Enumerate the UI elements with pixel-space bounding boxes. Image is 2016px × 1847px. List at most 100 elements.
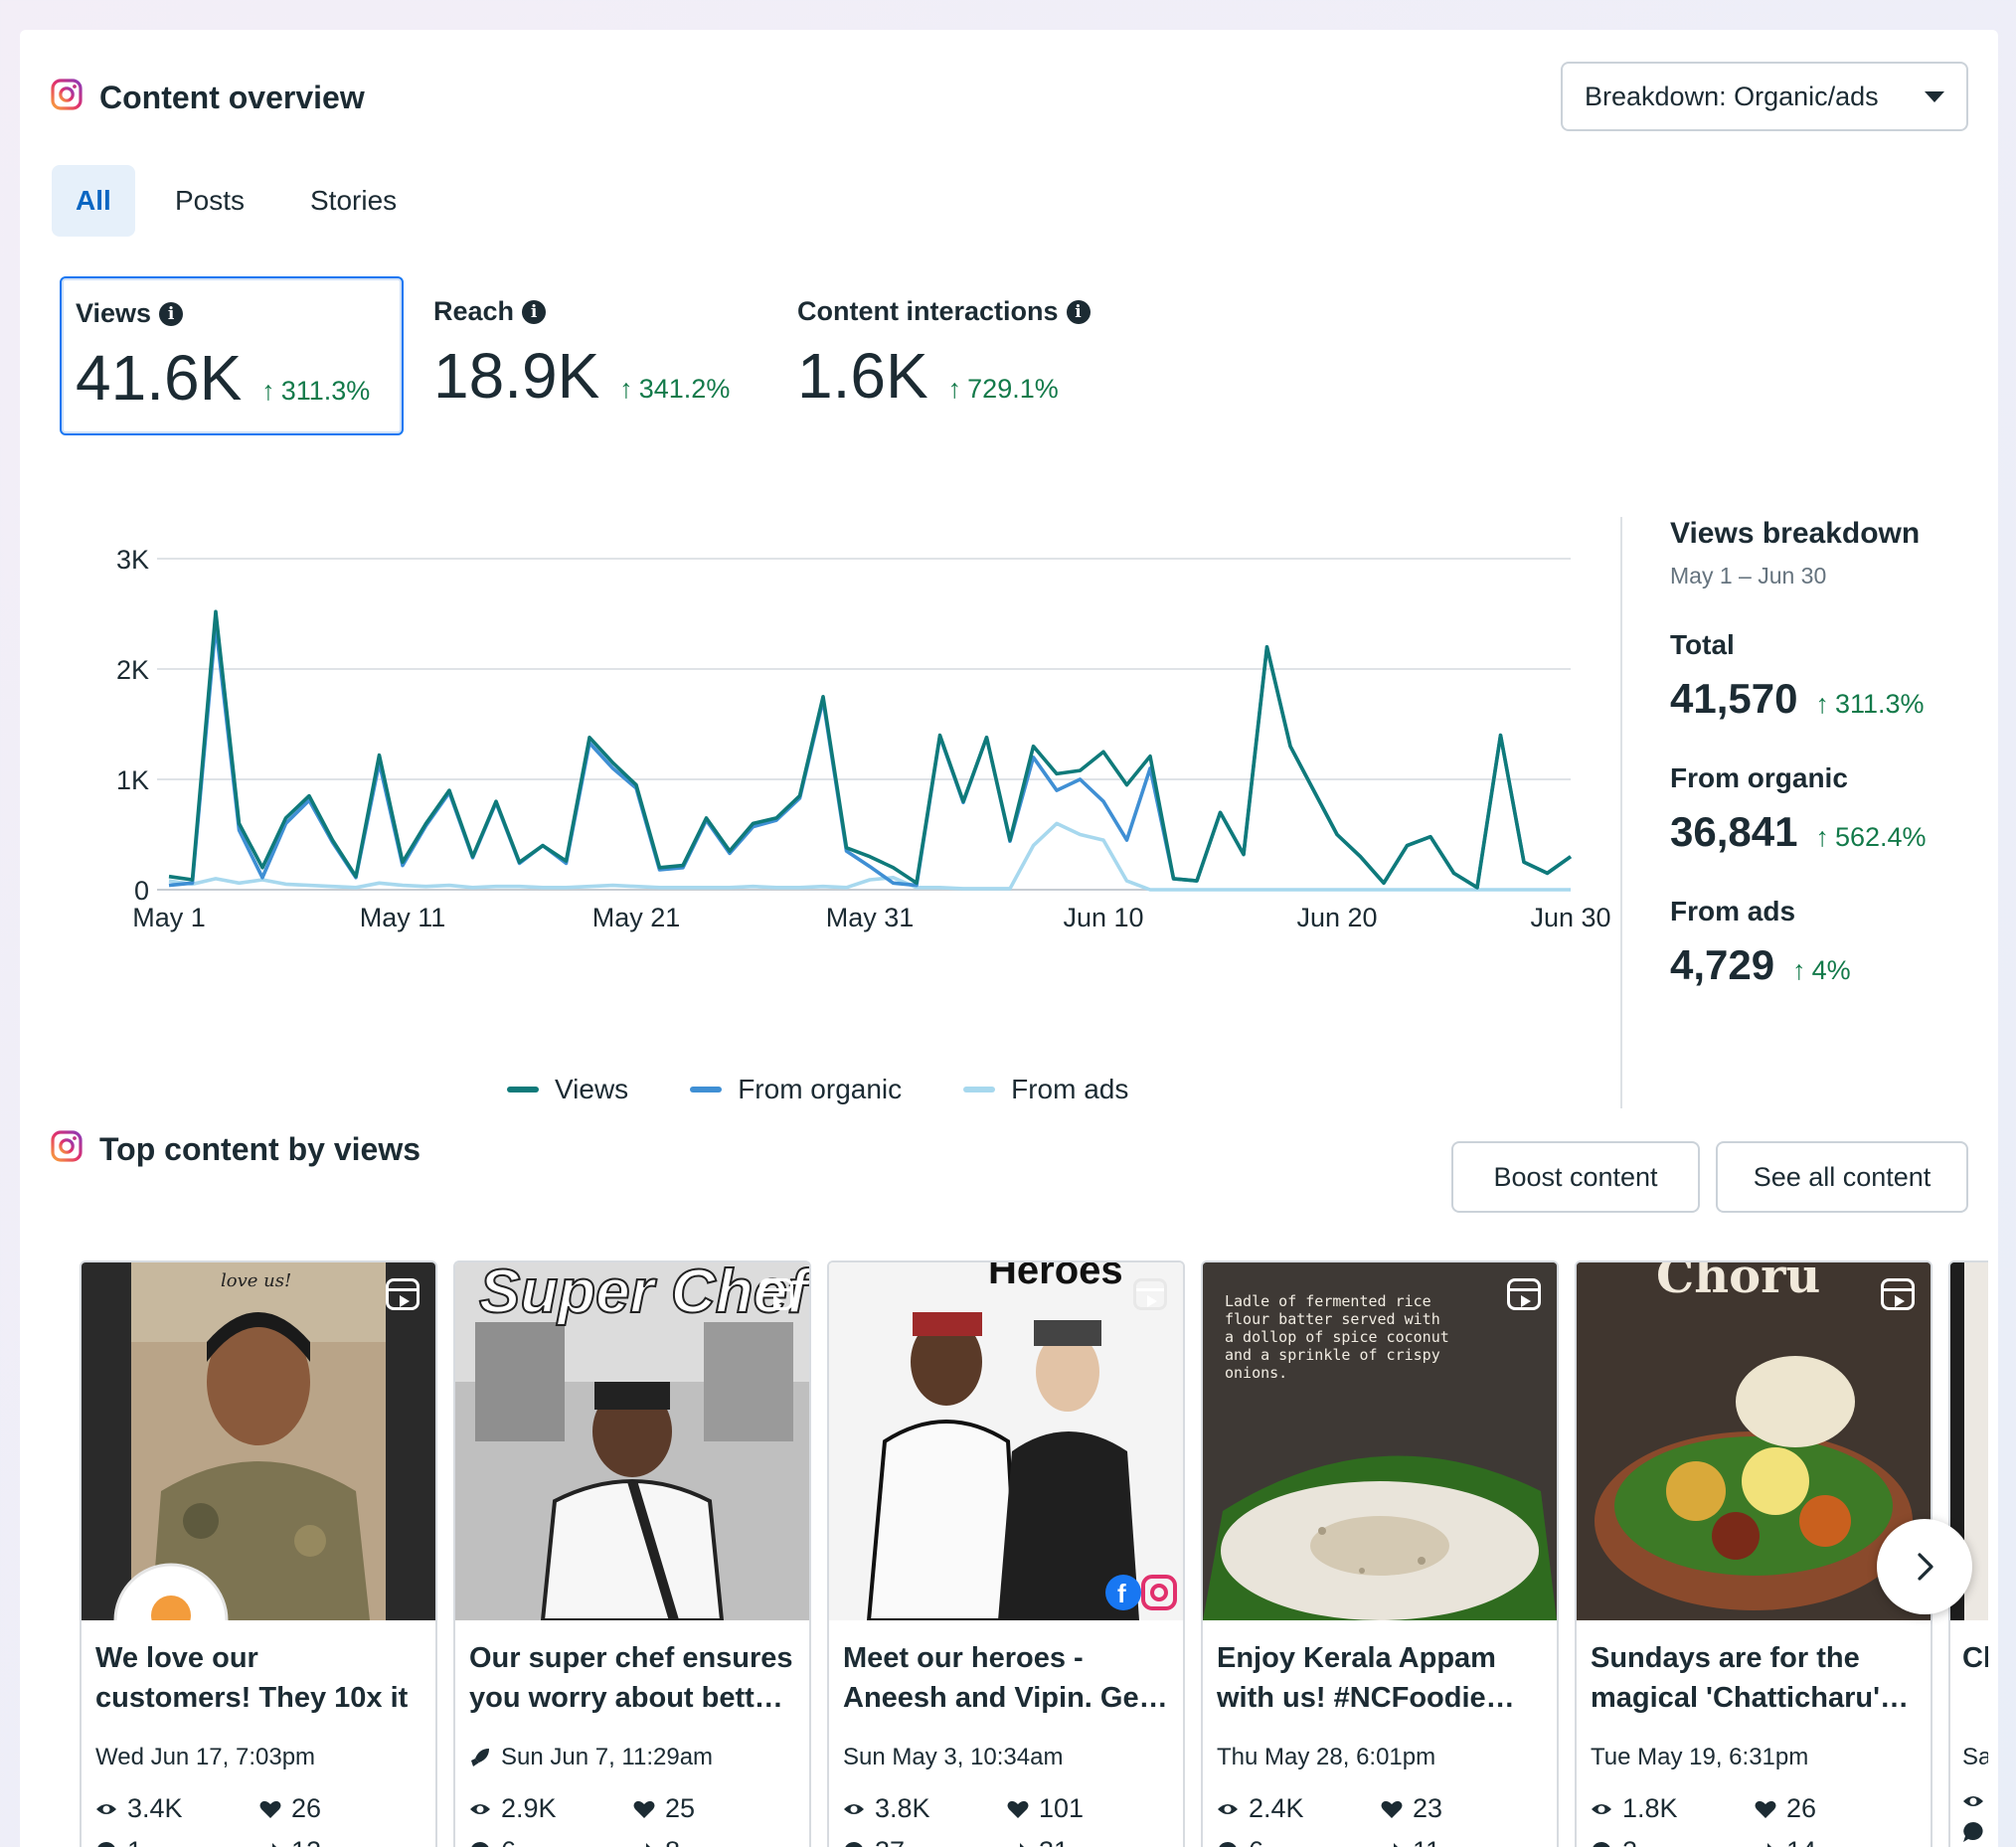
breakdown-delta: ↑ 311.3%	[1815, 689, 1924, 720]
views-stat: 1.8K	[1591, 1793, 1755, 1824]
breakdown-dropdown-label: Breakdown: Organic/ads	[1585, 81, 1879, 111]
chevron-right-icon	[1918, 1553, 1933, 1581]
breakdown-organic: From organic 36,841 ↑ 562.4%	[1670, 762, 1988, 856]
metric-reach[interactable]: Reach i 18.9K ↑ 341.2%	[420, 276, 767, 435]
comments-count: 2	[1622, 1836, 1637, 1847]
legend-item-views[interactable]: Views	[507, 1074, 628, 1105]
post-date-text: Wed Jun 17, 7:03pm	[95, 1744, 316, 1770]
post-caption: Sundays are for the magical 'Chatticharu…	[1591, 1642, 1909, 1714]
breakdown-dropdown[interactable]: Breakdown: Organic/ads	[1561, 62, 1968, 131]
comment-icon	[97, 1841, 115, 1847]
views-breakdown-date: May 1 – Jun 30	[1670, 563, 1827, 588]
arrow-up-icon: ↑	[619, 374, 633, 404]
post-card[interactable]: Ladle of fermented rice flour batter ser…	[1201, 1260, 1559, 1847]
post-thumbnail: Super Chef	[455, 1262, 809, 1620]
comments-stat: 6	[1217, 1836, 1381, 1847]
thumbnail-text: Ladle of fermented rice flour batter ser…	[1225, 1292, 1449, 1382]
post-caption: Cl at…	[1962, 1642, 1988, 1674]
post-caption: Our super chef ensures you worry about b…	[469, 1642, 793, 1714]
views-stat: 2.9K	[469, 1793, 633, 1824]
eye-icon	[1963, 1796, 1983, 1806]
legend-item-ads[interactable]: From ads	[963, 1074, 1128, 1105]
views-count: 1.8K	[1622, 1793, 1678, 1823]
likes-stat: 26	[1755, 1793, 1914, 1824]
shares-count: 12	[291, 1836, 321, 1847]
eye-icon	[844, 1803, 864, 1814]
arrow-up-icon: ↑	[1792, 955, 1806, 985]
shares-count: 8	[665, 1836, 680, 1847]
metric-value: 41.6K	[76, 342, 243, 414]
breakdown-delta-value: 311.3%	[1834, 689, 1925, 719]
shares-count: 11	[1413, 1836, 1440, 1847]
comment-icon	[1963, 1822, 1983, 1842]
post-card[interactable]: love us! We love our customers! They 10x…	[80, 1260, 437, 1847]
shares-count: 31	[1039, 1836, 1069, 1847]
y-tick-label: 0	[134, 876, 149, 906]
series-line-views	[168, 609, 1573, 890]
arrow-up-icon: ↑	[1815, 822, 1829, 852]
views-stat: 3.4K	[95, 1793, 259, 1824]
post-card[interactable]: Super Chef Our super chef ensures you wo…	[453, 1260, 811, 1847]
arrow-up-icon: ↑	[947, 374, 962, 404]
reel-icon	[759, 1278, 793, 1310]
carousel-next-button[interactable]	[1877, 1519, 1972, 1614]
tab-stories[interactable]: Stories	[286, 165, 420, 237]
post-thumbnail: love us!	[82, 1262, 435, 1620]
metric-delta-value: 729.1%	[967, 374, 1059, 404]
breakdown-delta-value: 4%	[1811, 955, 1851, 985]
post-image-soldier	[113, 1262, 386, 1620]
legend-item-organic[interactable]: From organic	[690, 1074, 902, 1105]
comment-icon	[471, 1841, 489, 1847]
post-stats	[1950, 1771, 1988, 1843]
reel-icon	[1507, 1278, 1541, 1310]
boost-content-button[interactable]: Boost content	[1451, 1141, 1700, 1213]
comments-count: 37	[875, 1836, 905, 1847]
x-tick-label: May 1	[132, 903, 206, 932]
comments-count: 1	[127, 1836, 142, 1847]
x-tick-label: May 21	[592, 903, 681, 932]
instagram-icon	[51, 1130, 83, 1162]
breakdown-total: Total 41,570 ↑ 311.3%	[1670, 629, 1988, 723]
likes-count: 26	[1786, 1793, 1817, 1823]
legend-label: From ads	[1011, 1074, 1129, 1104]
share-icon	[1020, 1842, 1025, 1847]
thumbnail-text: Super Chef	[478, 1262, 809, 1327]
shares-stat: 14	[1755, 1836, 1914, 1847]
post-date: Thu May 28, 6:01pm	[1203, 1726, 1557, 1771]
post-date: Sa	[1950, 1726, 1988, 1771]
thumbnail-text: Heroes	[988, 1262, 1123, 1292]
info-icon[interactable]: i	[522, 299, 547, 324]
views-count: 2.4K	[1249, 1793, 1304, 1823]
metric-views[interactable]: Views i 41.6K ↑ 311.3%	[60, 276, 404, 435]
comment-icon	[1219, 1841, 1237, 1847]
metric-delta: ↑ 729.1%	[948, 374, 1059, 405]
chevron-down-icon	[1925, 90, 1944, 102]
post-card[interactable]: Heroes f Meet our heroes - Aneesh and Vi…	[827, 1260, 1185, 1847]
tab-posts[interactable]: Posts	[151, 165, 268, 237]
metric-content-interactions[interactable]: Content interactions i 1.6K ↑ 729.1%	[783, 276, 1141, 435]
tab-stories-label: Stories	[310, 185, 398, 216]
info-icon[interactable]: i	[159, 301, 184, 326]
post-thumbnail: Heroes f	[829, 1262, 1183, 1620]
post-caption: We love our customers! They 10x it back …	[95, 1642, 409, 1726]
post-date: Sun Jun 7, 11:29am	[455, 1726, 809, 1771]
post-card[interactable]: Choru Sundays are for the magical 'Chatt…	[1575, 1260, 1932, 1847]
thumbnail-text: love us!	[221, 1270, 292, 1291]
post-stats: 1.8K 26 2 14	[1577, 1771, 1931, 1847]
x-tick-label: May 31	[826, 903, 915, 932]
tab-all[interactable]: All	[52, 165, 135, 237]
eye-icon	[470, 1803, 490, 1814]
comments-stat	[1962, 1821, 1988, 1843]
comment-icon	[845, 1841, 863, 1847]
y-tick-label: 1K	[116, 765, 149, 795]
comments-stat: 2	[1591, 1836, 1755, 1847]
views-stat	[1962, 1793, 1988, 1809]
views-breakdown-panel: Views breakdown May 1 – Jun 30 Total 41,…	[1670, 517, 1988, 989]
shares-stat: 8	[633, 1836, 792, 1847]
legend-label: Views	[555, 1074, 629, 1104]
content-overview-card: Content overview Breakdown: Organic/ads …	[20, 30, 1998, 1847]
info-icon[interactable]: i	[1066, 299, 1091, 324]
metric-value: 1.6K	[797, 340, 928, 412]
see-all-content-button[interactable]: See all content	[1716, 1141, 1968, 1213]
likes-count: 23	[1413, 1793, 1443, 1823]
